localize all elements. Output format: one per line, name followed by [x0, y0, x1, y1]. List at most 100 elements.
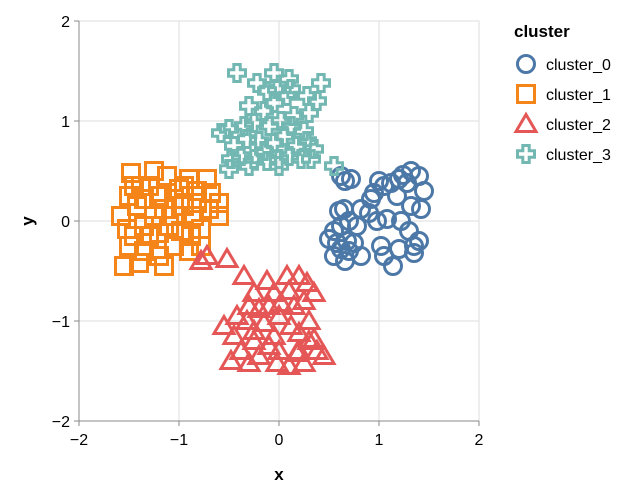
- cluster_2-point: [301, 280, 327, 302]
- y-tick-label: −2: [52, 414, 70, 431]
- series-cluster_3: [211, 63, 344, 179]
- cluster_3-point: [254, 141, 274, 161]
- cluster_0-point: [404, 243, 424, 263]
- cluster_0-point: [414, 181, 434, 201]
- cluster_2-point: [194, 243, 220, 265]
- cluster_2-point: [256, 333, 282, 355]
- cluster_3-point: [307, 91, 327, 111]
- cluster_2-point: [236, 350, 262, 372]
- legend-symbol-cluster_0: [516, 54, 536, 74]
- y-tick-label: −1: [52, 314, 70, 331]
- cluster_0-point: [361, 189, 381, 209]
- cluster_1-point: [149, 186, 169, 206]
- x-tick-label: 1: [375, 432, 384, 449]
- cluster_1-point: [199, 199, 219, 219]
- cluster_2-point: [281, 293, 307, 315]
- y-tick-label: 2: [61, 14, 70, 31]
- cluster_1-point: [154, 256, 174, 276]
- cluster_3-point: [299, 103, 319, 123]
- cluster_2-point: [254, 268, 280, 290]
- cluster_3-point: [269, 149, 289, 169]
- series-cluster_0: [319, 161, 434, 276]
- cluster_3-point: [279, 69, 299, 89]
- cluster_1-point: [139, 226, 159, 246]
- cluster_0-point: [335, 251, 355, 271]
- cluster_2-point: [296, 328, 322, 350]
- cluster_0-point: [411, 199, 431, 219]
- cluster_3-point: [301, 149, 321, 169]
- cluster_0-point: [377, 209, 397, 229]
- cluster_1-point: [164, 236, 184, 256]
- cluster_1-point: [129, 253, 149, 273]
- cluster_3-point: [297, 131, 317, 151]
- legend-label-cluster_1: cluster_1: [546, 87, 611, 104]
- y-tick-label: 0: [61, 214, 70, 231]
- cluster_3-point: [249, 131, 269, 151]
- legend-symbol-cluster_1: [516, 84, 536, 104]
- legend-symbol-cluster_2: [513, 111, 539, 133]
- cluster_2-point: [296, 308, 322, 330]
- cluster_2-point: [241, 280, 267, 302]
- cluster_3-point: [247, 73, 267, 93]
- cluster_1-point: [187, 193, 207, 213]
- cluster_0-point: [339, 211, 359, 231]
- cluster_0-point: [397, 173, 417, 193]
- cluster_3-point: [304, 139, 324, 159]
- cluster_2-point: [234, 308, 260, 330]
- cluster_2-point: [286, 263, 312, 285]
- cluster_3-point: [211, 123, 231, 143]
- cluster_0-point: [369, 171, 389, 191]
- cluster_2-point: [278, 313, 304, 335]
- cluster_2-point: [261, 280, 287, 302]
- cluster_3-point: [311, 73, 331, 93]
- cluster_2-point: [224, 303, 250, 325]
- cluster_2-point: [231, 263, 257, 285]
- cluster_0-point: [383, 256, 403, 276]
- x-axis-title: x: [274, 465, 284, 484]
- legend-label-cluster_0: cluster_0: [546, 57, 611, 74]
- cluster_0-point: [367, 211, 387, 231]
- cluster_2-point: [294, 270, 320, 292]
- cluster_1-point: [144, 161, 164, 181]
- x-tick-label: 2: [475, 432, 484, 449]
- cluster_2-point: [311, 343, 337, 365]
- legend-symbol-cluster_3: [516, 144, 536, 164]
- x-tick-label: −2: [70, 432, 88, 449]
- cluster_3-point: [219, 159, 239, 179]
- cluster_2-point: [276, 278, 302, 300]
- cluster_3-point: [279, 146, 299, 166]
- cluster_0-point: [341, 169, 361, 189]
- cluster_2-point: [264, 350, 290, 372]
- legend-title: cluster: [514, 22, 570, 41]
- cluster_2-point: [266, 303, 292, 325]
- cluster_2-point: [276, 353, 302, 375]
- cluster_2-point: [241, 328, 267, 350]
- cluster_1-point: [179, 241, 199, 261]
- cluster_1-point: [187, 181, 207, 201]
- cluster_2-point: [291, 350, 317, 372]
- cluster_3-point: [221, 149, 241, 169]
- cluster_2-point: [218, 348, 244, 370]
- y-tick-label: 1: [61, 114, 70, 131]
- cluster_1-point: [114, 256, 134, 276]
- cluster_1-point: [124, 176, 144, 196]
- cluster_3-point: [267, 79, 287, 99]
- series-cluster_1: [111, 161, 229, 276]
- cluster_3-point: [277, 86, 297, 106]
- series-cluster_2: [188, 243, 337, 375]
- cluster_3-point: [227, 63, 247, 83]
- legend-label-cluster_2: cluster_2: [546, 117, 611, 134]
- cluster_0-point: [409, 231, 429, 251]
- cluster_1-point: [174, 176, 194, 196]
- y-axis-title: y: [18, 216, 37, 226]
- cluster_0-point: [401, 196, 421, 216]
- cluster_0-point: [324, 246, 344, 266]
- cluster_1-point: [164, 206, 184, 226]
- cluster_0-point: [399, 221, 419, 241]
- cluster_3-point: [239, 156, 259, 176]
- cluster_1-point: [134, 241, 154, 261]
- cluster_2-point: [246, 296, 272, 318]
- x-tick-label: −1: [170, 432, 188, 449]
- cluster_0-point: [387, 186, 407, 206]
- cluster_3-point: [281, 79, 301, 99]
